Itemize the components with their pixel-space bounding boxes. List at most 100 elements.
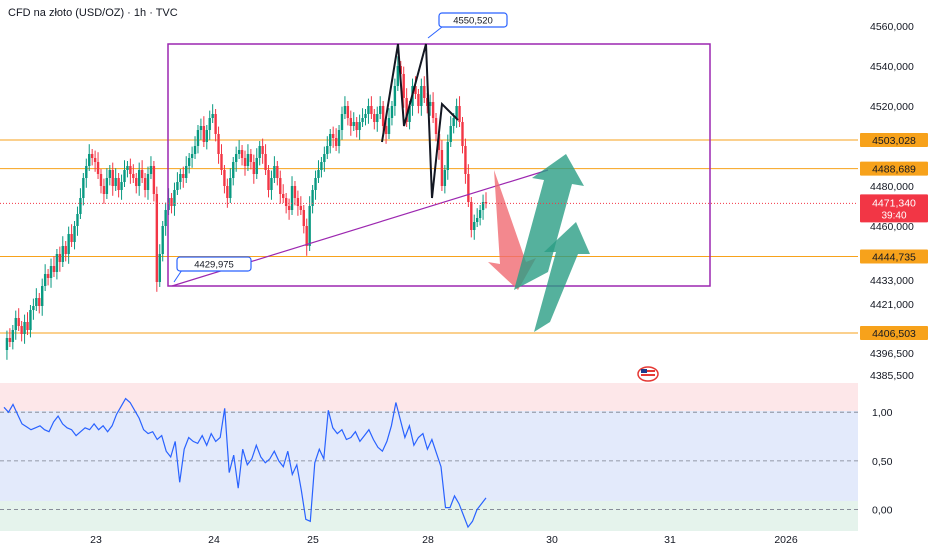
candle-body[interactable] — [70, 234, 73, 242]
candle-body[interactable] — [129, 166, 132, 174]
candle-body[interactable] — [443, 170, 447, 186]
candle-body[interactable] — [243, 158, 247, 166]
candle-body[interactable] — [26, 322, 29, 330]
candle-body[interactable] — [234, 154, 238, 162]
time-axis[interactable]: 23 24 25 28 30 31 2026 — [90, 534, 798, 546]
candle-body[interactable] — [387, 118, 391, 134]
candle-body[interactable] — [170, 198, 173, 206]
candle-body[interactable] — [117, 178, 120, 190]
candle-body[interactable] — [73, 226, 76, 242]
candle-body[interactable] — [287, 206, 291, 210]
candle-body[interactable] — [58, 254, 62, 262]
candle-body[interactable] — [417, 94, 420, 106]
candle-body[interactable] — [273, 166, 276, 178]
candle-body[interactable] — [237, 150, 241, 154]
candle-body[interactable] — [52, 266, 56, 272]
candle-body[interactable] — [373, 114, 376, 122]
candle-body[interactable] — [467, 174, 470, 202]
candle-body[interactable] — [135, 178, 138, 186]
candle-body[interactable] — [302, 210, 305, 226]
candle-body[interactable] — [202, 126, 206, 142]
candle-body[interactable] — [55, 254, 59, 272]
candle-body[interactable] — [384, 126, 388, 134]
candle-body[interactable] — [393, 86, 397, 106]
candle-body[interactable] — [358, 122, 361, 130]
candle-body[interactable] — [11, 330, 15, 342]
candle-body[interactable] — [126, 166, 129, 170]
candle-body[interactable] — [205, 130, 208, 142]
candle-body[interactable] — [161, 226, 164, 254]
candle-body[interactable] — [293, 186, 297, 198]
candle-body[interactable] — [329, 134, 332, 146]
candle-body[interactable] — [390, 106, 394, 118]
candle-body[interactable] — [326, 146, 329, 154]
price-levels[interactable] — [0, 139, 858, 334]
candle-body[interactable] — [23, 322, 26, 334]
candles[interactable] — [5, 56, 488, 360]
candle-body[interactable] — [484, 202, 488, 204]
candle-body[interactable] — [299, 206, 303, 210]
candle-body[interactable] — [426, 98, 429, 106]
candle-body[interactable] — [334, 138, 338, 146]
candle-body[interactable] — [464, 146, 467, 174]
candle-body[interactable] — [105, 178, 109, 194]
candle-body[interactable] — [158, 254, 161, 282]
candle-body[interactable] — [249, 154, 253, 162]
candle-body[interactable] — [455, 106, 458, 118]
us-flag-icon[interactable] — [637, 366, 659, 382]
candle-body[interactable] — [473, 222, 476, 230]
candle-body[interactable] — [478, 210, 482, 218]
candle-body[interactable] — [152, 166, 156, 194]
candle-body[interactable] — [199, 126, 203, 130]
candle-body[interactable] — [41, 286, 44, 306]
candle-body[interactable] — [111, 170, 114, 186]
candle-body[interactable] — [226, 186, 229, 198]
candle-body[interactable] — [252, 162, 256, 174]
candle-body[interactable] — [378, 106, 382, 114]
candle-body[interactable] — [79, 198, 82, 214]
candle-body[interactable] — [408, 106, 411, 122]
candle-body[interactable] — [296, 198, 300, 206]
candle-body[interactable] — [176, 182, 179, 190]
candle-body[interactable] — [179, 174, 182, 182]
candle-body[interactable] — [337, 130, 341, 146]
candle-body[interactable] — [343, 106, 347, 114]
candle-body[interactable] — [20, 326, 23, 334]
candle-body[interactable] — [282, 194, 285, 198]
candle-body[interactable] — [132, 174, 135, 178]
candle-body[interactable] — [311, 190, 314, 206]
candle-body[interactable] — [270, 178, 273, 190]
candle-body[interactable] — [434, 118, 438, 134]
candle-body[interactable] — [88, 154, 91, 166]
w-pattern-line[interactable] — [381, 43, 459, 199]
candle-body[interactable] — [46, 274, 50, 278]
oscillator-axis[interactable]: 1,00 0,50 0,00 — [872, 407, 893, 516]
candle-body[interactable] — [149, 166, 153, 174]
candle-body[interactable] — [284, 198, 288, 206]
candle-body[interactable] — [440, 150, 444, 186]
candle-body[interactable] — [155, 194, 159, 282]
candle-body[interactable] — [370, 106, 373, 114]
candle-body[interactable] — [82, 178, 85, 198]
candle-body[interactable] — [258, 146, 261, 158]
price-axis[interactable]: 4560,000 4540,000 4520,000 4480,000 4460,000… — [870, 21, 914, 382]
candle-body[interactable] — [17, 318, 20, 326]
candle-body[interactable] — [423, 86, 426, 98]
high-price-callout[interactable]: 4550,520 — [427, 12, 508, 39]
candle-body[interactable] — [93, 158, 97, 162]
candle-body[interactable] — [232, 162, 235, 178]
candle-body[interactable] — [349, 118, 353, 126]
candle-body[interactable] — [376, 114, 379, 122]
candle-body[interactable] — [320, 162, 323, 170]
candle-body[interactable] — [182, 174, 185, 178]
drawing-tools[interactable] — [0, 43, 858, 332]
candle-body[interactable] — [99, 174, 103, 186]
candle-body[interactable] — [396, 66, 400, 86]
candle-body[interactable] — [420, 86, 423, 106]
candle-body[interactable] — [317, 170, 320, 178]
candle-body[interactable] — [470, 202, 473, 230]
candle-body[interactable] — [64, 246, 67, 254]
candle-body[interactable] — [428, 102, 432, 106]
candle-body[interactable] — [76, 214, 79, 226]
